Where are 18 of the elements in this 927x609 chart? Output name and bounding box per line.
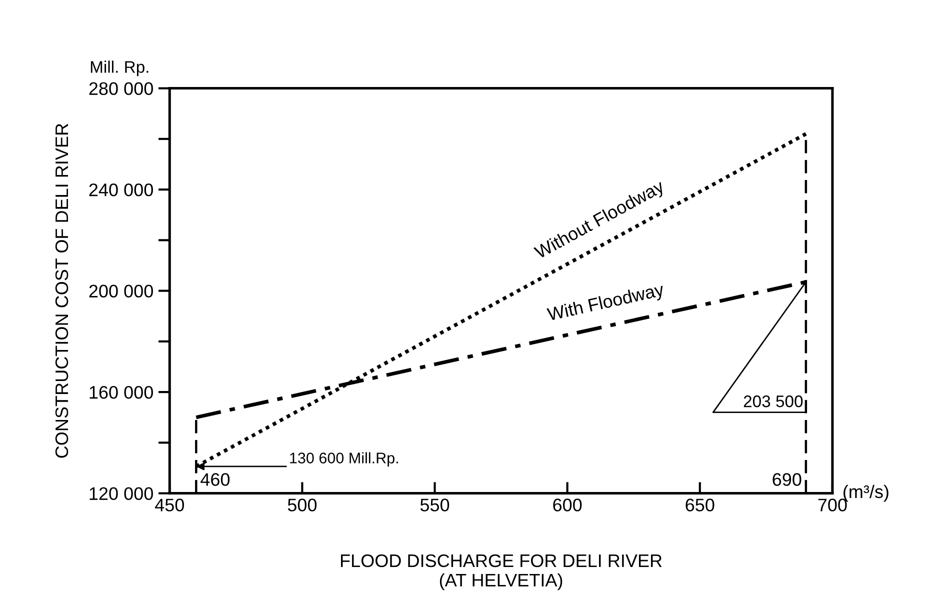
x-tick-label: 600 xyxy=(553,498,582,512)
x-tick-label: 500 xyxy=(288,498,317,512)
ref-line-label: 460 xyxy=(200,473,230,486)
y-tick-label: 160 000 xyxy=(90,386,153,399)
y-tick-label: 120 000 xyxy=(90,487,153,500)
y-tick-label: 280 000 xyxy=(89,82,153,96)
annotation: 130 600 Mill.Rp. xyxy=(290,452,398,466)
y-tick-label: 240 000 xyxy=(89,183,153,196)
x-tick-label: 650 xyxy=(686,498,714,512)
x-tick-label: 450 xyxy=(154,498,184,512)
annotation: 203 500 xyxy=(744,395,803,408)
x-axis-title: FLOOD DISCHARGE FOR DELI RIVER (AT HELVETIA) xyxy=(341,554,662,590)
text: With Floodway xyxy=(546,282,666,324)
x-tick-label: 550 xyxy=(420,498,450,512)
ref-line-label: 690 xyxy=(772,473,802,486)
y-tick-label: 200 000 xyxy=(89,284,153,298)
y-axis-title: CONSTRUCTION COST OF DELI RIVER xyxy=(55,124,68,458)
text: Mill. Rp. xyxy=(90,60,148,76)
